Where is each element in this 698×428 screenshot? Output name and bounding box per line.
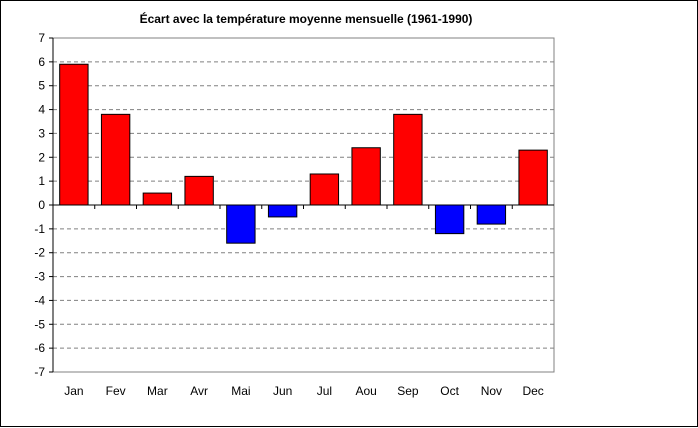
x-tick-label: Mai — [231, 384, 250, 398]
x-tick-label: Fev — [106, 384, 126, 398]
y-tick-label: 2 — [38, 150, 45, 164]
y-tick-label: -7 — [34, 365, 45, 379]
bar-fev — [100, 113, 131, 206]
y-tick-label: 4 — [38, 103, 45, 117]
y-tick-label: 7 — [38, 31, 45, 45]
x-tick-label: Aou — [355, 384, 376, 398]
bar-dec — [518, 149, 548, 206]
bar-jun — [267, 204, 298, 218]
x-tick-label: Mar — [147, 384, 168, 398]
y-tick-label: -2 — [34, 246, 45, 260]
x-tick-label: Jul — [317, 384, 332, 398]
y-tick-label: 6 — [38, 55, 45, 69]
bar-mai — [226, 204, 256, 244]
x-tick-label: Oct — [440, 384, 459, 398]
y-tick-label: -3 — [34, 270, 45, 284]
y-tick-label: 1 — [38, 174, 45, 188]
bar-avr — [184, 175, 214, 206]
bar-nov — [476, 204, 507, 225]
bar-mar — [142, 192, 173, 206]
bar-aou — [351, 147, 381, 206]
bar-oct — [434, 204, 465, 235]
y-tick-label: 5 — [38, 79, 45, 93]
y-tick-label: -6 — [34, 341, 45, 355]
bar-jul — [309, 173, 340, 206]
bar-sep — [393, 113, 423, 206]
x-tick-label: Jun — [273, 384, 292, 398]
x-tick-label: Nov — [481, 384, 502, 398]
x-tick-label: Jan — [64, 384, 83, 398]
y-tick-label: 0 — [38, 198, 45, 212]
chart-title: Écart avec la température moyenne mensue… — [140, 11, 473, 26]
y-tick-label: -5 — [34, 317, 45, 331]
x-tick-label: Avr — [190, 384, 208, 398]
y-tick-label: -4 — [34, 293, 45, 307]
bar-jan — [59, 63, 89, 206]
x-tick-label: Sep — [397, 384, 419, 398]
y-tick-label: 3 — [38, 126, 45, 140]
bars — [59, 63, 548, 244]
x-tick-label: Dec — [522, 384, 543, 398]
y-axis-ticks: -7 -6 -5 -4 -3 -2 -1 0 1 2 3 4 5 6 7 — [34, 31, 53, 379]
y-tick-label: -1 — [34, 222, 45, 236]
x-axis-ticks: Jan Fev Mar Avr Mai Jun Jul Aou Sep Oct Nov Dec — [64, 205, 544, 398]
